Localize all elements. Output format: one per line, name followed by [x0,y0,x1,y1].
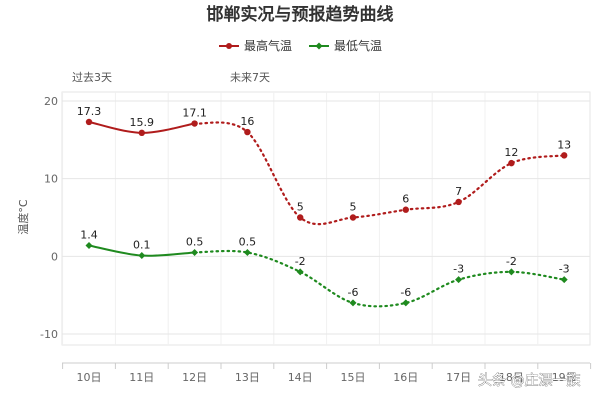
x-tick-label: 17日 [446,371,471,384]
data-label: 6 [402,193,409,206]
x-tick-label: 12日 [182,371,207,384]
data-label: 12 [504,146,518,159]
data-label: 16 [240,115,254,128]
y-tick-label: 0 [51,250,58,263]
data-point-max[interactable] [85,118,93,126]
legend-item-min[interactable]: 最低气温 [309,38,382,53]
data-label: 7 [455,185,462,198]
data-label: 5 [297,201,304,214]
legend-swatch-max-dot [226,43,232,49]
x-tick-label: 15日 [341,371,366,384]
watermark: 头条 @庄漂一族 [478,372,580,389]
data-point-max[interactable] [402,206,409,213]
data-point-min[interactable] [507,268,515,276]
data-label: -3 [559,263,570,276]
data-label: 1.4 [80,228,98,241]
y-tick-label: 20 [44,95,58,108]
legend-label-min: 最低气温 [334,38,382,53]
data-label: -6 [400,286,411,299]
data-point-min[interactable] [296,268,304,276]
chart-title: 邯郸实况与预报趋势曲线 [207,4,394,25]
data-label: 13 [557,138,571,151]
data-point-min[interactable] [85,241,93,249]
data-point-min[interactable] [191,248,199,256]
data-point-max[interactable] [561,152,568,159]
x-tick-label: 16日 [393,371,418,384]
plot-area: -10 0 10 20 10日 11日 12日 13日 14日 15日 16日 17日 18日 19日 17… [40,91,592,384]
data-point-min[interactable] [138,252,146,260]
data-label: 5 [350,201,357,214]
data-label: -2 [506,255,517,268]
x-tick-label: 11日 [129,371,154,384]
x-tick-label: 19日 [552,371,577,384]
data-label: -3 [453,263,464,276]
band-label-future: 未来7天 [230,71,270,84]
data-label: -2 [295,255,306,268]
y-axis-label: 温度°C [16,199,30,234]
data-point-min[interactable] [402,299,410,307]
legend[interactable]: 最高气温 最低气温 [219,38,382,53]
data-point-max[interactable] [244,128,251,136]
data-label: -6 [348,286,359,299]
x-tick-label: 18日 [499,371,524,384]
data-point-min[interactable] [349,299,357,307]
x-tick-label: 13日 [235,371,260,384]
data-label: 0.5 [186,235,204,248]
data-label: 17.1 [182,107,207,120]
data-label: 17.3 [77,105,102,118]
series-line-forecast-0 [193,121,566,226]
plot-border [61,91,591,346]
data-point-min[interactable] [560,276,568,284]
data-point-max[interactable] [138,129,145,137]
x-tick-label: 10日 [77,371,102,384]
data-point-max[interactable] [191,120,198,127]
data-point-min[interactable] [455,276,463,284]
data-point-min[interactable] [243,248,251,256]
y-tick-label: -10 [40,328,58,341]
legend-swatch-min-dot [315,42,323,50]
x-tick-label: 14日 [288,371,313,384]
data-label: 15.9 [130,116,155,129]
data-point-max[interactable] [508,159,515,167]
data-label: 0.1 [133,239,151,252]
legend-item-max[interactable]: 最高气温 [219,38,292,53]
data-point-max[interactable] [455,198,462,206]
data-point-max[interactable] [349,214,357,221]
series-line-forecast-1 [193,249,566,308]
data-label: 0.5 [239,235,257,248]
legend-label-max: 最高气温 [244,38,292,53]
y-tick-label: 10 [44,173,58,186]
data-point-max[interactable] [297,214,304,221]
band-label-past: 过去3天 [72,71,112,84]
